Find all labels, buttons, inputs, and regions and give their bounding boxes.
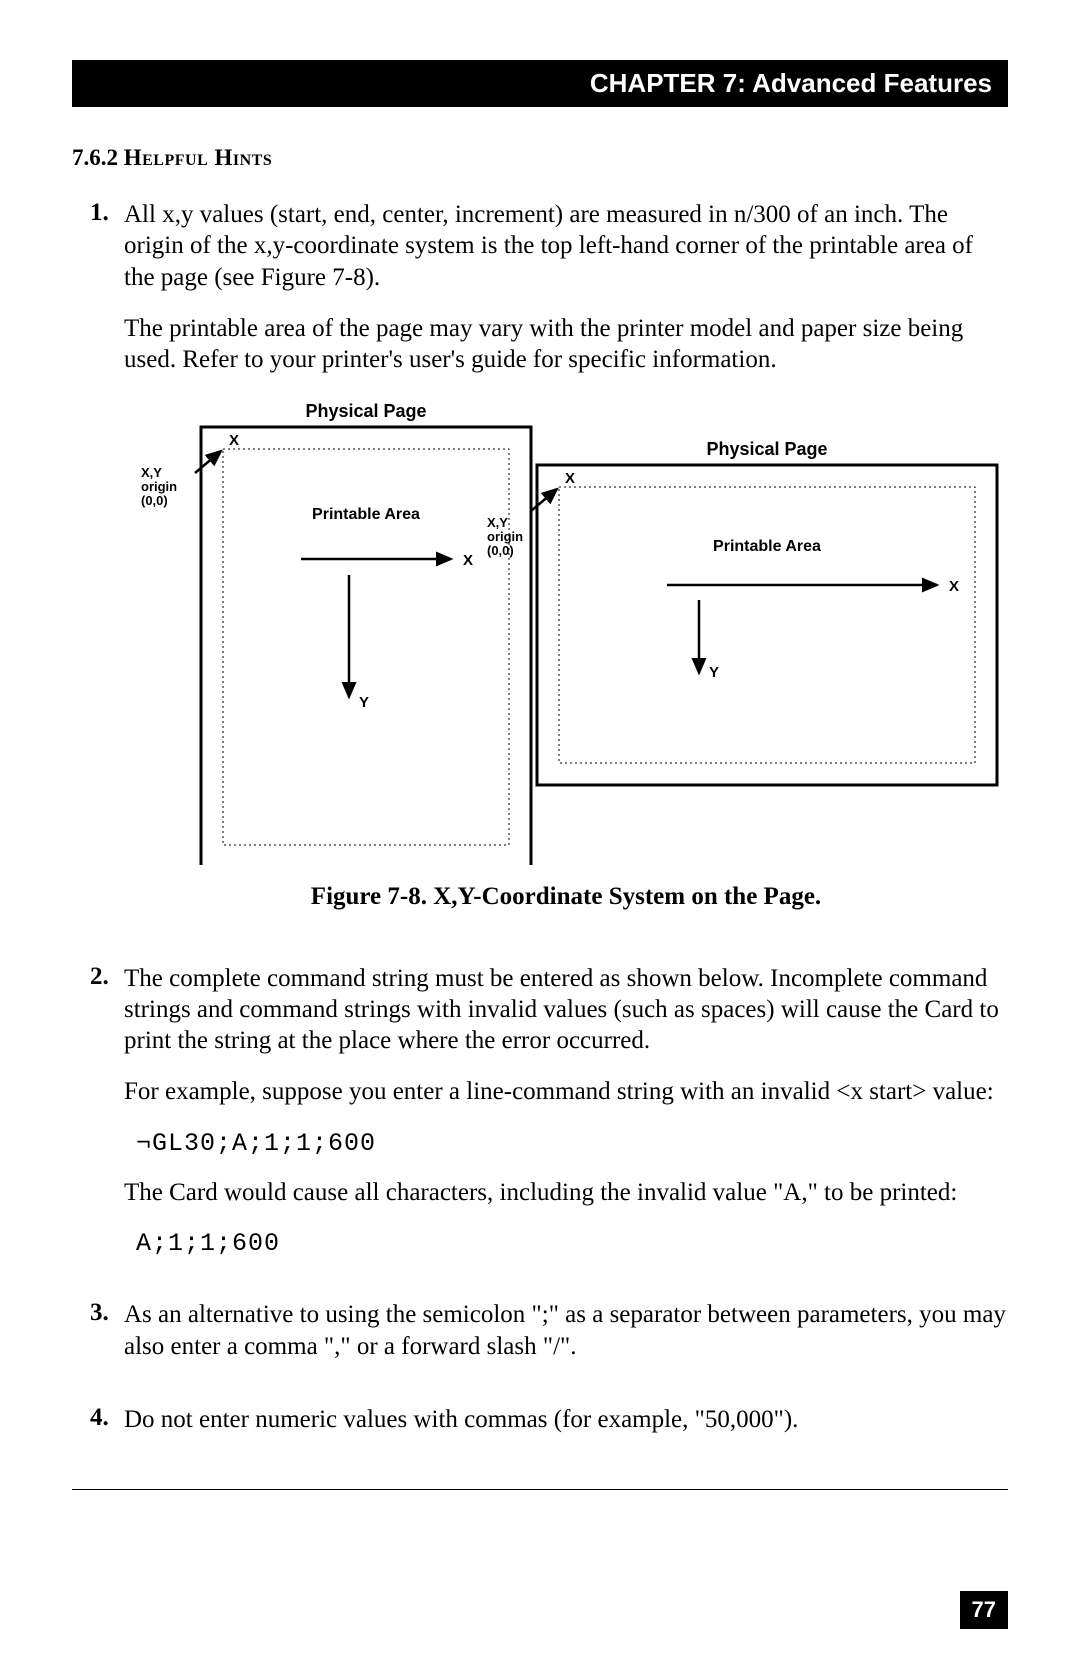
x-corner-label: X xyxy=(229,432,239,449)
item-body: All x,y values (start, end, center, incr… xyxy=(124,199,1008,941)
chapter-header: CHAPTER 7: Advanced Features xyxy=(72,60,1008,107)
y-axis-label: Y xyxy=(359,694,369,711)
coordinate-diagram: Physical Page X X,Y origin (0,0) Printab… xyxy=(131,395,1001,865)
list-item: 1. All x,y values (start, end, center, i… xyxy=(90,199,1008,941)
item-body: As an alternative to using the semicolon… xyxy=(124,1299,1008,1382)
section-number: 7.6.2 xyxy=(72,145,118,170)
origin-pointer xyxy=(531,489,557,511)
figure-caption: Figure 7-8. X,Y-Coordinate System on the… xyxy=(124,881,1008,912)
content-area: 1. All x,y values (start, end, center, i… xyxy=(72,199,1008,1455)
paragraph: All x,y values (start, end, center, incr… xyxy=(124,199,1008,293)
list-item: 3. As an alternative to using the semico… xyxy=(90,1299,1008,1382)
x-corner-label: X xyxy=(565,470,575,487)
physical-page-rect xyxy=(201,427,531,865)
list-item: 4. Do not enter numeric values with comm… xyxy=(90,1404,1008,1455)
x-axis-label: X xyxy=(949,578,959,595)
page-number: 77 xyxy=(960,1591,1008,1629)
paragraph: For example, suppose you enter a line-co… xyxy=(124,1076,1008,1107)
origin-pointer xyxy=(195,451,221,473)
figure-wrap: Physical Page X X,Y origin (0,0) Printab… xyxy=(124,395,1008,865)
item-number: 4. xyxy=(90,1404,124,1455)
section-name: Helpful Hints xyxy=(124,145,273,170)
code-sample: A;1;1;600 xyxy=(136,1228,1008,1259)
printable-area-label: Printable Area xyxy=(312,506,420,523)
paragraph: Do not enter numeric values with commas … xyxy=(124,1404,798,1435)
item-number: 3. xyxy=(90,1299,124,1382)
paragraph: The printable area of the page may vary … xyxy=(124,313,1008,376)
printable-area-label: Printable Area xyxy=(713,538,821,555)
paragraph: As an alternative to using the semicolon… xyxy=(124,1299,1008,1362)
paragraph: The complete command string must be ente… xyxy=(124,963,1008,1057)
printable-area-rect xyxy=(559,487,975,763)
origin-label: X,Y origin (0,0) xyxy=(487,515,527,558)
item-number: 2. xyxy=(90,963,124,1278)
section-title: 7.6.2 Helpful Hints xyxy=(72,145,1008,171)
origin-label: X,Y origin (0,0) xyxy=(141,465,181,508)
x-axis-label: X xyxy=(463,552,473,569)
item-body: Do not enter numeric values with commas … xyxy=(124,1404,798,1455)
list-item: 2. The complete command string must be e… xyxy=(90,963,1008,1278)
hints-list: 1. All x,y values (start, end, center, i… xyxy=(90,199,1008,1455)
code-sample: ¬GL30;A;1;1;600 xyxy=(136,1128,1008,1159)
item-body: The complete command string must be ente… xyxy=(124,963,1008,1278)
physical-page-rect xyxy=(537,465,997,785)
diagram-title: Physical Page xyxy=(305,401,426,421)
y-axis-label: Y xyxy=(709,664,719,681)
diagram-title: Physical Page xyxy=(706,439,827,459)
item-number: 1. xyxy=(90,199,124,941)
footer-rule xyxy=(72,1489,1008,1490)
paragraph: The Card would cause all characters, inc… xyxy=(124,1177,1008,1208)
